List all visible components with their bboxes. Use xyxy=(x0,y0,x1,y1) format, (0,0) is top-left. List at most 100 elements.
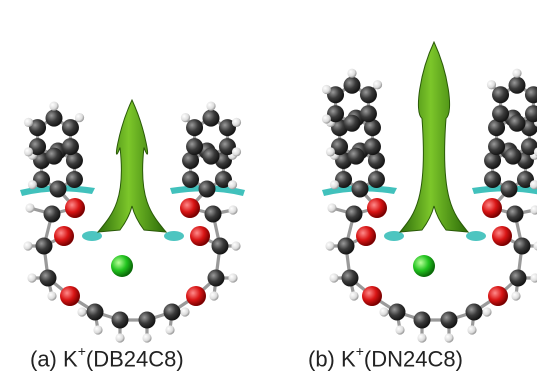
carbon-atom xyxy=(218,119,236,137)
hydrogen-atom xyxy=(482,307,492,317)
oxygen-atom xyxy=(65,198,85,218)
carbon-atom xyxy=(335,171,353,188)
carbon-atom xyxy=(218,138,236,156)
carbon-atom xyxy=(500,180,518,198)
hydrogen-atom xyxy=(27,273,37,283)
oxygen-atom xyxy=(492,226,512,246)
hydrogen-atom xyxy=(23,117,34,128)
carbon-atom xyxy=(65,152,83,169)
caption-b-sup: + xyxy=(355,343,364,359)
hydrogen-atom xyxy=(325,241,335,251)
carbon-atom xyxy=(331,138,349,156)
hydrogen-atom xyxy=(115,333,125,343)
hydrogen-atom xyxy=(417,333,427,343)
hydrogen-atom xyxy=(228,273,238,283)
carbon-atom xyxy=(506,205,524,223)
carbon-atom xyxy=(388,303,406,321)
carbon-atom xyxy=(413,311,431,329)
potassium-ion xyxy=(111,255,133,277)
hydrogen-atom xyxy=(372,80,383,90)
oxygen-atom xyxy=(180,198,200,218)
hydrogen-atom xyxy=(511,291,521,301)
potassium-ion xyxy=(413,255,435,277)
carbon-atom xyxy=(35,237,53,255)
hydrogen-atom xyxy=(321,84,332,95)
molecule-panel-a xyxy=(20,98,245,343)
interaction-blob-right xyxy=(164,231,184,241)
hydrogen-atom xyxy=(77,307,87,317)
carbon-atom xyxy=(211,237,229,255)
hydrogen-atom xyxy=(93,325,103,335)
hydrogen-atom xyxy=(23,241,33,251)
caption-b-prefix: (b) K xyxy=(308,346,356,372)
carbon-atom xyxy=(367,171,385,188)
carbon-atom xyxy=(61,138,79,156)
hydrogen-atom xyxy=(467,325,477,335)
hydrogen-atom xyxy=(180,113,191,123)
carbon-atom xyxy=(359,86,377,104)
hydrogen-atom xyxy=(329,273,339,283)
carbon-atom xyxy=(33,171,51,188)
oxygen-atom xyxy=(367,198,387,218)
hydrogen-atom xyxy=(379,307,389,317)
carbon-atom xyxy=(186,119,204,137)
carbon-atom xyxy=(65,171,83,188)
hydrogen-atom xyxy=(49,101,59,111)
interaction-surface-central xyxy=(96,98,168,233)
carbon-atom xyxy=(524,86,537,104)
carbon-atom xyxy=(504,147,522,165)
carbon-atom xyxy=(492,105,510,123)
carbon-atom xyxy=(465,303,483,321)
carbon-atom xyxy=(351,180,369,198)
carbon-atom xyxy=(182,171,200,188)
carbon-atom xyxy=(204,205,222,223)
carbon-atom xyxy=(214,171,232,188)
caption-a-suffix: (DB24C8) xyxy=(85,346,184,372)
carbon-atom xyxy=(359,105,377,123)
hydrogen-atom xyxy=(347,68,357,78)
hydrogen-atom xyxy=(349,291,359,301)
hydrogen-atom xyxy=(231,147,242,157)
carbon-atom xyxy=(367,152,385,169)
carbon-atom xyxy=(343,114,361,132)
caption-a-sup: + xyxy=(77,343,86,359)
carbon-atom xyxy=(45,147,63,165)
oxygen-atom xyxy=(362,286,382,306)
carbon-atom xyxy=(509,269,527,287)
interaction-blob-left xyxy=(82,231,102,241)
carbon-atom xyxy=(484,152,502,169)
carbon-atom xyxy=(363,138,381,156)
carbon-atom xyxy=(202,109,220,127)
carbon-atom xyxy=(61,119,79,137)
carbon-atom xyxy=(513,237,531,255)
hydrogen-atom xyxy=(329,180,340,190)
carbon-atom xyxy=(207,269,225,287)
carbon-atom xyxy=(440,311,458,329)
carbon-atom xyxy=(492,86,510,104)
oxygen-atom xyxy=(54,226,74,246)
caption-b: (b) K+(DN24C8) xyxy=(308,343,463,372)
carbon-atom xyxy=(488,119,506,137)
carbon-atom xyxy=(484,171,502,188)
carbon-atom xyxy=(363,119,381,137)
molecule-panel-b xyxy=(321,40,537,343)
carbon-atom xyxy=(182,152,200,169)
hydrogen-atom xyxy=(165,325,175,335)
interaction-blob-left xyxy=(384,231,404,241)
carbon-atom xyxy=(198,180,216,198)
hydrogen-atom xyxy=(209,291,219,301)
carbon-atom xyxy=(341,269,359,287)
oxygen-atom xyxy=(186,286,206,306)
hydrogen-atom xyxy=(27,180,38,190)
hydrogen-atom xyxy=(23,147,34,157)
caption-a-prefix: (a) K xyxy=(30,346,78,372)
oxygen-atom xyxy=(482,198,502,218)
hydrogen-atom xyxy=(512,68,522,78)
oxygen-atom xyxy=(60,286,80,306)
carbon-atom xyxy=(29,138,47,156)
carbon-atom xyxy=(508,114,526,132)
carbon-atom xyxy=(343,76,361,94)
carbon-atom xyxy=(524,105,537,123)
hydrogen-atom xyxy=(25,203,35,213)
